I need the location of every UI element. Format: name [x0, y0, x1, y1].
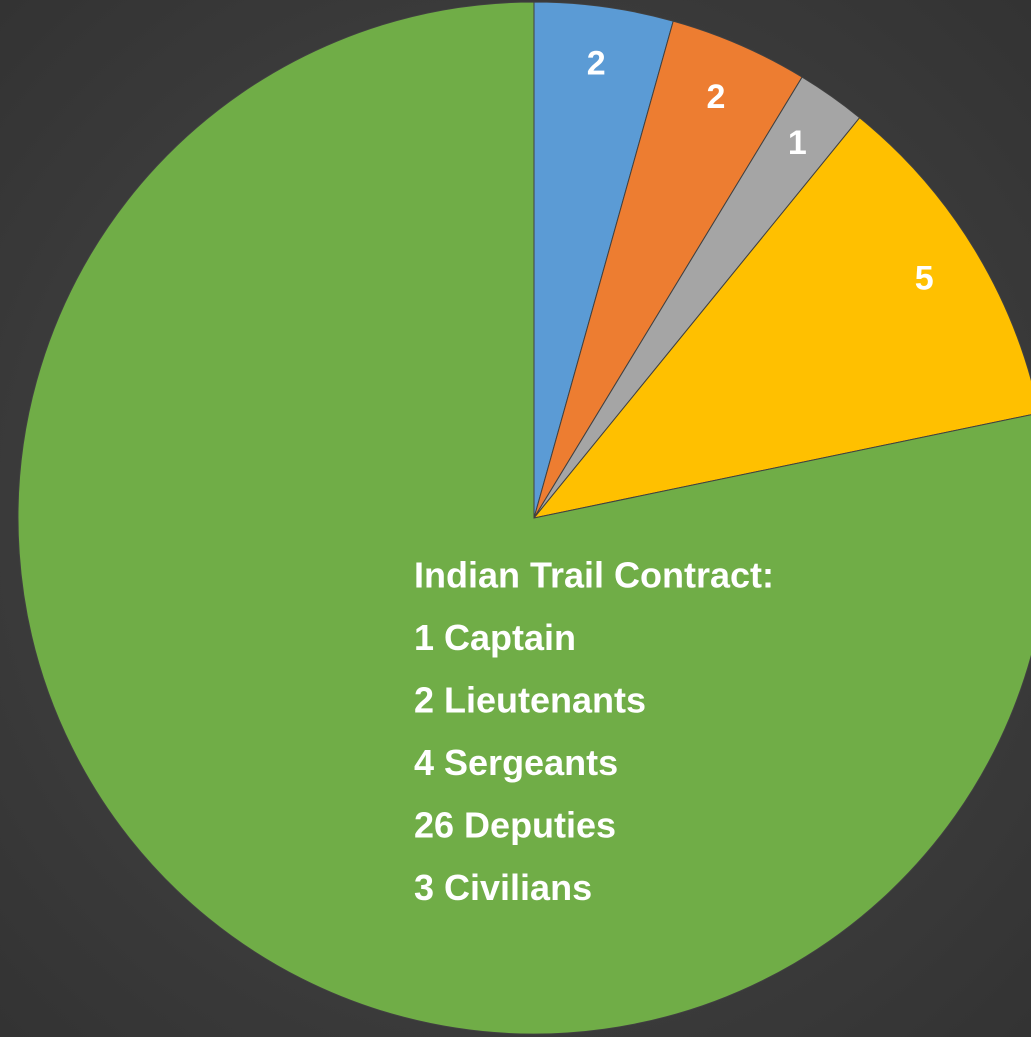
data-label: 1	[788, 124, 807, 162]
data-label: 5	[915, 260, 934, 298]
annotation: 1 Captain	[414, 617, 576, 658]
annotation: 3 Civilians	[414, 867, 592, 908]
annotation: Indian Trail Contract:	[414, 555, 774, 596]
annotation: 4 Sergeants	[414, 742, 618, 783]
pie-slice	[17, 1, 1031, 1035]
data-label: 2	[706, 78, 725, 116]
annotation: 2 Lieutenants	[414, 680, 646, 721]
pie-slice	[532, 117, 1031, 519]
data-label: 2	[587, 45, 606, 83]
annotation: 26 Deputies	[414, 805, 616, 846]
